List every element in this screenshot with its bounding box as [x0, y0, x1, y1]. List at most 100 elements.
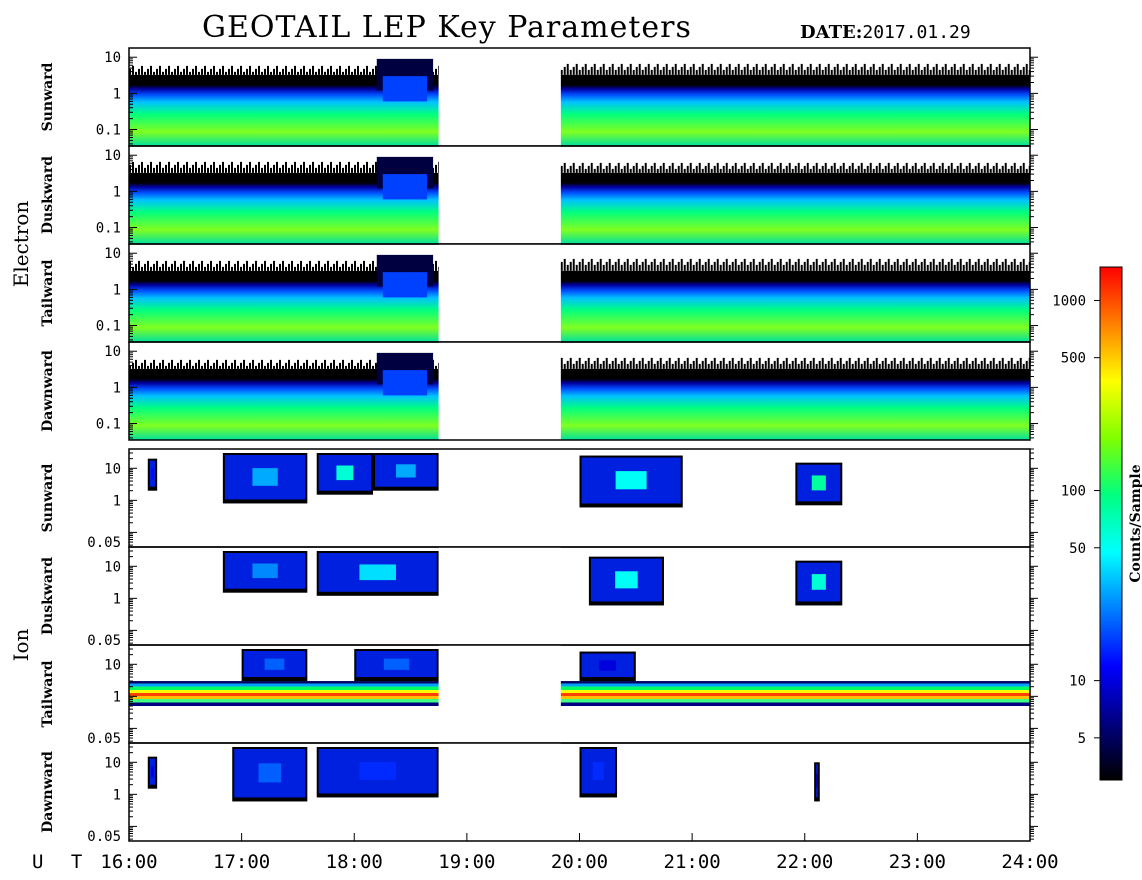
electron-fringe: [291, 164, 293, 173]
electron-fringe: [264, 260, 266, 271]
electron-fringe: [276, 266, 278, 271]
electron-fringe: [704, 165, 707, 173]
electron-fringe: [240, 362, 242, 369]
electron-fringe: [162, 167, 164, 173]
electron-fringe: [345, 260, 347, 271]
electron-fringe: [435, 365, 437, 369]
electron-fringe: [881, 360, 884, 369]
electron-fringe: [207, 167, 209, 173]
electron-fringe: [252, 167, 254, 173]
electron-fringe: [770, 258, 773, 271]
electron-fringe: [845, 264, 848, 271]
electron-fringe: [1019, 165, 1022, 173]
electron-fringe: [896, 258, 899, 271]
electron-fringe: [291, 260, 293, 271]
electron-fringe: [249, 266, 251, 271]
electron-fringe: [294, 65, 296, 75]
electron-fringe: [1022, 258, 1025, 271]
electron-fringe: [944, 360, 947, 369]
electron-fringe: [560, 261, 563, 271]
electron-fringe: [872, 63, 875, 75]
electron-fringe: [704, 69, 707, 75]
electron-fringe: [908, 168, 911, 173]
electron-fringe: [141, 65, 143, 75]
electron-fringe: [270, 167, 272, 173]
electron-fringe: [995, 258, 998, 271]
electron-fringe: [707, 363, 710, 369]
electron-fringe: [231, 362, 233, 369]
data-gap: [438, 48, 561, 146]
electron-fringe: [258, 161, 260, 173]
electron-fringe: [926, 63, 929, 75]
electron-fringe: [258, 266, 260, 271]
electron-fringe: [899, 63, 902, 75]
electron-fringe: [321, 161, 323, 173]
electron-fringe: [962, 360, 965, 369]
electron-fringe: [605, 165, 608, 173]
ion-patch-peak: [264, 658, 285, 670]
electron-fringe: [255, 260, 257, 271]
electron-fringe: [632, 69, 635, 75]
electron-fringe: [830, 165, 833, 173]
electron-fringe: [297, 71, 299, 75]
electron-fringe: [755, 168, 758, 173]
electron-fringe: [869, 258, 872, 271]
electron-fringe: [584, 168, 587, 173]
electron-fringe: [354, 365, 356, 369]
electron-fringe: [971, 168, 974, 173]
electron-fringe: [566, 63, 569, 75]
electron-fringe: [228, 260, 230, 271]
electron-fringe: [261, 167, 263, 173]
electron-fringe: [659, 165, 662, 173]
electron-fringe: [950, 363, 953, 369]
electron-fringe: [683, 168, 686, 173]
electron-fringe: [360, 71, 362, 75]
electron-fringe: [189, 71, 191, 75]
electron-fringe: [1025, 360, 1028, 369]
electron-fringe: [998, 264, 1001, 271]
electron-fringe: [186, 65, 188, 75]
electron-fringe: [312, 161, 314, 173]
electron-fringe: [785, 165, 788, 173]
panel-ion-tailward: 10 1 0.05 Tailward: [40, 644, 1038, 747]
electron-fringe: [189, 263, 191, 271]
electron-fringe: [923, 162, 926, 173]
electron-fringe: [986, 363, 989, 369]
electron-fringe: [644, 66, 647, 75]
electron-fringe: [351, 263, 353, 271]
electron-fringe: [279, 167, 281, 173]
electron-fringe: [866, 357, 869, 369]
electron-fringe: [647, 63, 650, 75]
electron-fringe: [285, 161, 287, 173]
electron-fringe: [716, 162, 719, 173]
electron-fringe: [153, 359, 155, 369]
electron-fringe: [686, 69, 689, 75]
electron-fringe: [602, 360, 605, 369]
electron-fringe: [306, 71, 308, 75]
electron-fringe: [620, 63, 623, 75]
electron-fringe: [905, 363, 908, 369]
electron-fringe: [710, 360, 713, 369]
electron-fringe: [575, 63, 578, 75]
electron-fringe: [884, 165, 887, 173]
electron-fringe: [836, 63, 839, 75]
electron-fringe: [360, 359, 362, 369]
electron-fringe: [893, 261, 896, 271]
electron-fringe: [848, 69, 851, 75]
electron-fringe: [569, 261, 572, 271]
electron-fringe: [300, 260, 302, 271]
electron-fringe: [198, 359, 200, 369]
electron-fringe: [737, 168, 740, 173]
electron-fringe: [294, 161, 296, 173]
electron-fringe: [764, 360, 767, 369]
electron-fringe: [932, 258, 935, 271]
electron-fringe: [671, 66, 674, 75]
electron-fringe: [234, 71, 236, 75]
electron-fringe: [812, 261, 815, 271]
electron-fringe: [1001, 261, 1004, 271]
electron-fringe: [201, 260, 203, 271]
electron-fringe: [129, 164, 131, 173]
electron-fringe: [656, 63, 659, 75]
electron-fringe: [698, 363, 701, 369]
electron-fringe: [962, 63, 965, 75]
